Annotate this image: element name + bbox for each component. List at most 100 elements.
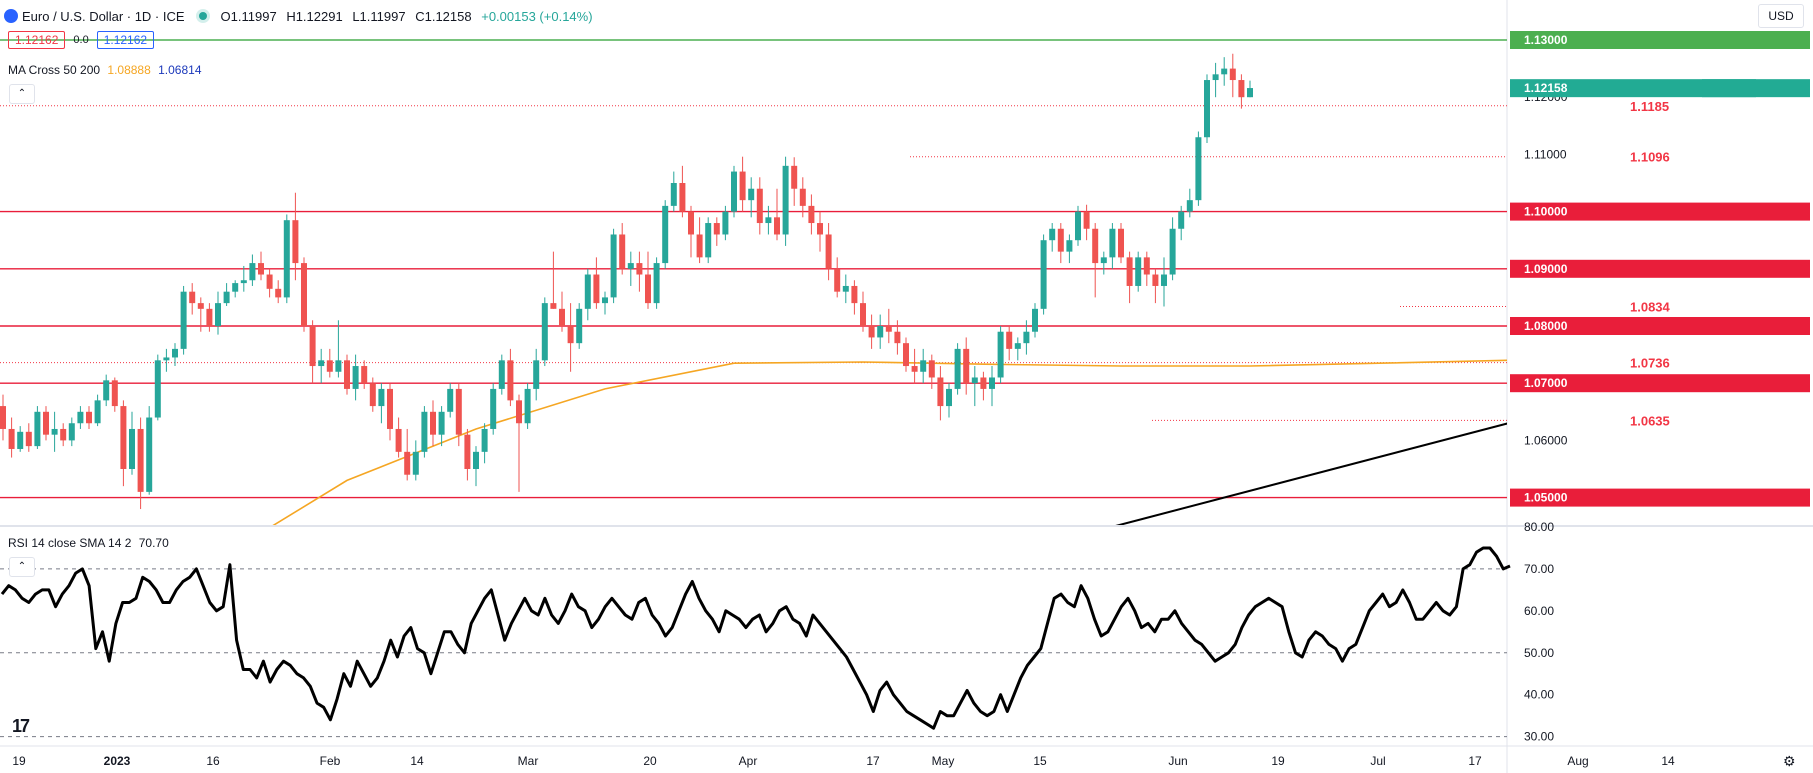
- time-tick-label: 15: [1033, 754, 1047, 768]
- ma200-value: 1.06814: [158, 63, 202, 77]
- candle: [1169, 228, 1176, 275]
- candle: [842, 285, 849, 292]
- time-tick-label: May: [932, 754, 955, 768]
- candle: [610, 234, 617, 298]
- level-price-badge-label: 1.07000: [1524, 376, 1568, 390]
- ohlc-values: O1.11997 H1.12291 L1.11997 C1.12158 +0.0…: [221, 9, 599, 24]
- candle: [868, 326, 875, 338]
- candle: [326, 360, 333, 372]
- candle: [696, 234, 703, 258]
- candle: [1186, 200, 1193, 212]
- last-price-badge: [1510, 79, 1810, 98]
- candle: [1143, 257, 1150, 275]
- candle: [533, 360, 540, 389]
- candle: [619, 234, 626, 269]
- time-tick-label: 14: [1661, 754, 1675, 768]
- candle: [223, 291, 230, 304]
- candle: [1221, 68, 1228, 75]
- ma-cross-legend[interactable]: MA Cross 50 200 1.08888 1.06814: [8, 63, 202, 77]
- price-tick-label: 1.11000: [1524, 147, 1567, 161]
- candle: [1238, 80, 1245, 98]
- rsi-tick-label: 60.00: [1524, 604, 1554, 618]
- candle: [584, 274, 591, 309]
- candle: [937, 377, 944, 407]
- candle: [60, 428, 67, 441]
- candle: [559, 308, 565, 326]
- candle: [206, 308, 213, 326]
- rsi-legend[interactable]: RSI 14 close SMA 14 2 70.70: [8, 536, 169, 550]
- candle: [1195, 137, 1202, 201]
- candle: [928, 360, 935, 378]
- candle: [911, 366, 918, 372]
- candle: [877, 326, 884, 338]
- candle: [1006, 331, 1013, 349]
- candle: [1014, 343, 1021, 349]
- candle: [490, 388, 497, 429]
- symbol-logo-icon: [4, 9, 18, 23]
- candle: [1161, 274, 1167, 286]
- candle: [111, 380, 118, 407]
- candle: [464, 434, 471, 469]
- candle: [197, 303, 204, 309]
- candle: [154, 360, 161, 418]
- candle: [146, 417, 153, 492]
- candle: [1057, 228, 1064, 252]
- candle: [232, 283, 239, 292]
- candle: [1152, 274, 1159, 286]
- candle: [713, 223, 720, 235]
- buy-price-button[interactable]: 1.12162: [96, 31, 155, 49]
- candle: [670, 183, 677, 206]
- candle: [799, 188, 806, 206]
- candle: [163, 357, 170, 361]
- candle: [860, 303, 866, 326]
- candle: [120, 406, 127, 469]
- candle: [834, 268, 841, 292]
- last-price-label: 1.12158: [1524, 81, 1568, 95]
- candle: [86, 411, 92, 424]
- trendline: [1115, 422, 1507, 525]
- candle: [473, 451, 479, 469]
- candle: [1229, 68, 1236, 81]
- currency-selector[interactable]: USD: [1758, 4, 1804, 28]
- time-tick-label: Feb: [320, 754, 341, 768]
- candle: [292, 220, 299, 264]
- candle: [645, 274, 651, 304]
- candle: [275, 288, 282, 298]
- collapse-rsi-button[interactable]: ⌃: [9, 557, 35, 577]
- candle: [808, 205, 815, 224]
- candle: [989, 377, 995, 389]
- symbol-title[interactable]: Euro / U.S. Dollar · 1D · ICE: [22, 8, 185, 24]
- candle: [1204, 80, 1210, 138]
- candle: [1066, 240, 1073, 252]
- close-value: C1.12158: [415, 8, 472, 24]
- time-tick-label: 19: [12, 754, 26, 768]
- rsi-value: 70.70: [138, 536, 169, 550]
- level-price-badge: [1510, 202, 1810, 221]
- candle: [971, 377, 978, 384]
- settings-icon: ⚙: [1783, 753, 1796, 769]
- candle: [1109, 228, 1116, 258]
- rsi-line: [0, 546, 1511, 730]
- candle: [636, 263, 643, 275]
- candle: [258, 263, 264, 275]
- candle: [180, 291, 187, 349]
- candle: [318, 360, 325, 367]
- candle: [94, 400, 101, 424]
- candle: [301, 263, 307, 326]
- candle: [51, 428, 58, 435]
- time-tick-label: 2023: [104, 754, 131, 768]
- candle: [1049, 228, 1056, 241]
- candle: [352, 366, 359, 389]
- rsi-tick-label: 50.00: [1524, 646, 1554, 660]
- candle: [765, 217, 772, 224]
- candle: [172, 348, 178, 358]
- level-label: 1.1185: [1630, 99, 1669, 114]
- sell-price-button[interactable]: 1.12162: [8, 31, 66, 49]
- candle: [593, 274, 600, 304]
- collapse-indicators-button[interactable]: ⌃: [9, 84, 35, 104]
- candle: [34, 411, 41, 447]
- candle: [946, 388, 952, 407]
- chart-header: Euro / U.S. Dollar · 1D · ICE O1.11997 H…: [4, 6, 599, 26]
- candle: [335, 360, 342, 372]
